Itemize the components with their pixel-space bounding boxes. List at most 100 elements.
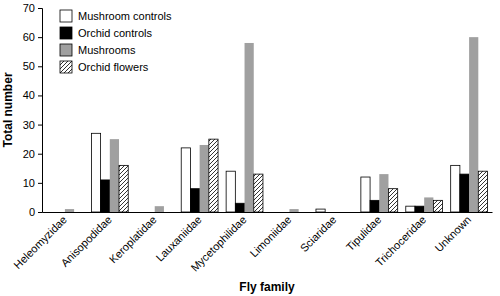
y-tick-mark — [38, 8, 42, 9]
bar — [289, 209, 298, 212]
bar — [226, 171, 235, 212]
y-tick-label: 10 — [23, 177, 35, 189]
bar — [299, 212, 308, 213]
bar — [200, 145, 209, 212]
bar — [469, 37, 478, 212]
x-tick-label: Limoniidae — [247, 213, 293, 259]
bar — [406, 206, 415, 212]
x-tick: Unknown — [432, 212, 473, 254]
bar-series — [101, 174, 469, 212]
x-tick-label: Sciaridae — [298, 213, 339, 254]
y-tick: 50 — [23, 60, 42, 72]
y-tick-mark — [38, 66, 42, 67]
x-tick-label: Tipulidae — [344, 213, 384, 253]
bar — [235, 203, 244, 212]
x-tick-label: Trichoceridae — [373, 213, 428, 268]
legend-label: Orchid controls — [78, 27, 152, 39]
y-tick: 60 — [23, 31, 42, 43]
y-tick-label: 60 — [23, 31, 35, 43]
bar-series — [65, 37, 478, 212]
bar — [101, 180, 110, 212]
legend-swatch — [60, 44, 72, 56]
x-tick-label: Mycetophilidae — [188, 213, 248, 273]
legend-swatch — [60, 27, 72, 39]
legend-label: Mushrooms — [78, 44, 136, 56]
x-tick: Trichoceridae — [373, 212, 428, 269]
bar — [451, 165, 460, 212]
x-tick: Tipulidae — [344, 212, 384, 253]
bar — [361, 177, 370, 212]
y-tick-label: 0 — [29, 206, 35, 218]
legend-entry: Orchid controls — [60, 27, 152, 39]
y-tick-mark — [38, 183, 42, 184]
bar — [119, 165, 128, 212]
y-axis-line — [38, 9, 43, 213]
y-tick-label: 30 — [23, 119, 35, 131]
bar — [424, 197, 433, 212]
bar — [415, 206, 424, 212]
x-tick: Mycetophilidae — [188, 212, 248, 274]
y-axis: 0 10 20 30 40 50 60 70 — [23, 2, 43, 218]
y-tick-mark — [38, 125, 42, 126]
y-tick-label: 20 — [23, 148, 35, 160]
bar — [325, 212, 334, 213]
y-tick: 20 — [23, 148, 42, 160]
legend-entry: Mushrooms — [60, 44, 136, 56]
bar — [271, 212, 280, 213]
legend: Mushroom controls Orchid controls Mushroom… — [60, 10, 172, 73]
y-tick: 10 — [23, 177, 42, 189]
bar — [74, 212, 83, 213]
bar — [190, 189, 199, 212]
legend-label: Mushroom controls — [78, 10, 172, 22]
y-tick: 70 — [23, 2, 42, 14]
legend-entry: Mushroom controls — [60, 10, 172, 22]
plot: 010203040506070HeleomyzidaeAnisopodidaeK… — [11, 2, 492, 274]
x-tick-label: Unknown — [432, 213, 473, 254]
y-tick-mark — [38, 37, 42, 38]
chart: 010203040506070HeleomyzidaeAnisopodidaeK… — [0, 0, 500, 296]
x-tick: Sciaridae — [298, 212, 339, 254]
y-tick: 40 — [23, 89, 42, 101]
bar — [344, 212, 353, 213]
legend-label: Orchid flowers — [78, 61, 149, 73]
x-tick: Keroplatidae — [107, 212, 159, 265]
x-tick-label: Keroplatidae — [107, 213, 159, 265]
x-axis-title: Fly family — [239, 280, 295, 294]
bar — [478, 171, 487, 212]
bar — [110, 139, 119, 212]
y-tick: 0 — [29, 206, 42, 218]
bar — [370, 200, 379, 212]
y-tick-label: 70 — [23, 2, 35, 14]
bar — [164, 212, 173, 213]
bar — [245, 43, 254, 212]
bar — [433, 200, 442, 212]
bar — [91, 133, 100, 212]
bar — [146, 212, 155, 213]
bar-series — [119, 139, 487, 212]
bar — [181, 148, 190, 212]
legend-swatch — [60, 61, 72, 73]
legend-swatch — [60, 10, 72, 22]
bar — [379, 174, 388, 212]
bar — [388, 189, 397, 212]
bar — [334, 212, 343, 213]
y-tick-label: 40 — [23, 89, 35, 101]
bar — [155, 206, 164, 212]
y-tick: 30 — [23, 119, 42, 131]
x-tick: Anisopodidae — [58, 212, 114, 269]
y-axis-title: Total number — [1, 72, 15, 147]
y-tick-label: 50 — [23, 60, 35, 72]
y-tick-mark — [38, 212, 42, 213]
bar — [280, 212, 289, 213]
x-tick: Limoniidae — [247, 212, 293, 259]
bar — [56, 212, 65, 213]
x-tick-label: Anisopodidae — [58, 213, 114, 269]
bar — [316, 209, 325, 212]
bar — [209, 139, 218, 212]
bars — [65, 37, 488, 212]
bar-series — [91, 133, 459, 212]
y-tick-mark — [38, 95, 42, 96]
legend-entry: Orchid flowers — [60, 61, 149, 73]
bar — [46, 212, 55, 213]
bar — [460, 174, 469, 212]
